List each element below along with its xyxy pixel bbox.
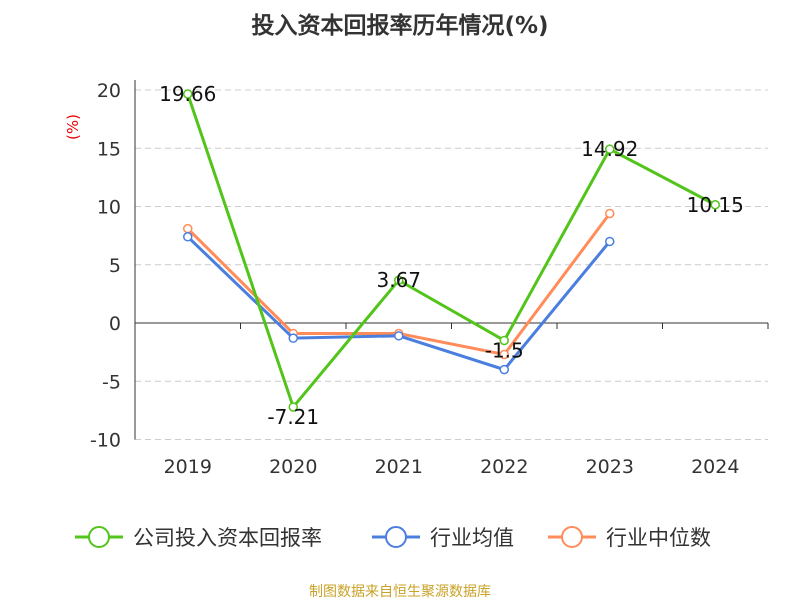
legend-item[interactable]: 公司投入资本回报率 [75, 526, 322, 550]
data-point[interactable] [605, 144, 615, 154]
data-point[interactable] [394, 275, 404, 285]
data-point[interactable] [499, 364, 509, 375]
data-point[interactable] [183, 232, 193, 242]
chart-title: 投入资本回报率历年情况(%) [251, 12, 548, 39]
x-tick-label: 2022 [480, 456, 528, 478]
data-label: -7.21 [267, 405, 319, 429]
data-label: 3.67 [376, 268, 421, 292]
data-point[interactable] [499, 349, 509, 360]
x-tick-label: 2023 [586, 456, 634, 478]
y-tick-label: 0 [109, 313, 121, 335]
data-point[interactable] [710, 200, 720, 210]
data-point[interactable] [183, 223, 193, 234]
data-point[interactable] [605, 236, 615, 247]
series-line [186, 93, 716, 411]
data-label: 10.15 [687, 193, 744, 217]
data-point[interactable] [605, 208, 615, 219]
data-point[interactable] [394, 331, 404, 341]
data-point[interactable] [288, 333, 298, 343]
data-label: 14.92 [581, 137, 638, 161]
x-tick-label: 2020 [269, 456, 317, 478]
y-tick-label: 20 [97, 80, 121, 102]
y-tick-label: 15 [97, 138, 121, 160]
data-label: 19.66 [159, 82, 216, 106]
y-axis-label: (%) [64, 114, 82, 140]
x-tick-label: 2024 [691, 456, 739, 478]
y-tick-label: -10 [90, 430, 121, 452]
x-tick-label: 2019 [164, 456, 212, 478]
legend-label: 行业均值 [430, 526, 514, 550]
legend-marker-icon [385, 526, 407, 548]
x-tick-label: 2021 [375, 456, 423, 478]
legend-label: 公司投入资本回报率 [133, 526, 322, 550]
y-tick-label: -5 [102, 371, 121, 393]
legend-marker-icon [88, 526, 110, 548]
legend-item[interactable]: 行业均值 [372, 526, 514, 550]
data-point[interactable] [288, 402, 298, 412]
source-note: 制图数据来自恒生聚源数据库 [309, 584, 491, 600]
data-point[interactable] [499, 335, 509, 346]
legend-marker-icon [561, 526, 583, 548]
legend-label: 行业中位数 [606, 526, 711, 550]
data-label: -1.5 [485, 338, 524, 362]
legend-item[interactable]: 行业中位数 [548, 526, 711, 550]
series-line [186, 235, 611, 372]
data-point[interactable] [183, 89, 193, 99]
y-tick-label: 10 [97, 197, 121, 219]
y-tick-label: 5 [109, 255, 121, 277]
